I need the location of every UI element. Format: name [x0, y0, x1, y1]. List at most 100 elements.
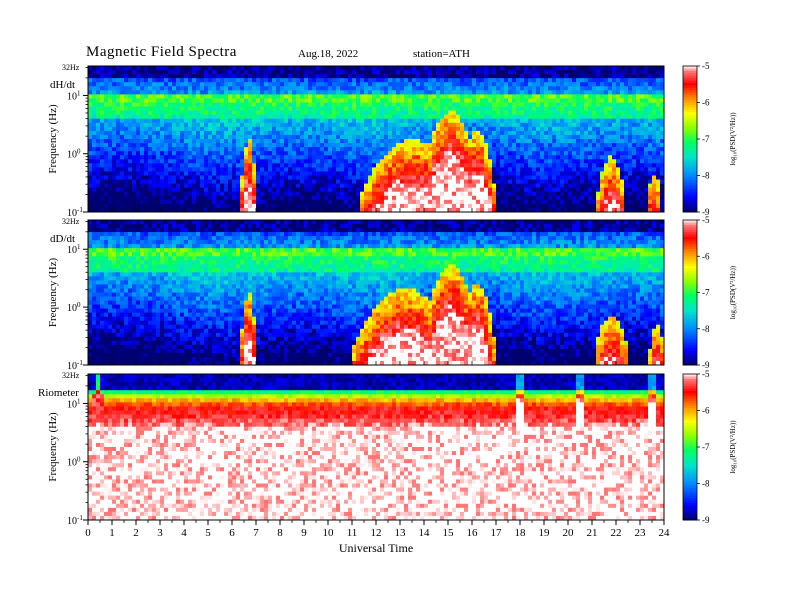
heatmap-cell — [508, 98, 513, 103]
heatmap-cell — [484, 114, 489, 120]
heatmap-cell — [256, 106, 261, 112]
heatmap-cell — [136, 191, 141, 197]
heatmap-cell — [264, 151, 269, 156]
heatmap-cell — [316, 179, 321, 185]
heatmap-cell — [368, 66, 373, 71]
heatmap-cell — [212, 191, 217, 197]
heatmap-cell — [368, 114, 373, 120]
heatmap-cell — [576, 175, 581, 180]
heatmap-cell — [596, 66, 601, 71]
heatmap-cell — [572, 98, 577, 103]
heatmap-cell — [580, 86, 585, 91]
heatmap-cell — [268, 203, 273, 209]
heatmap-cell — [256, 195, 261, 201]
heatmap-cell — [348, 90, 353, 95]
heatmap-cell — [344, 179, 349, 185]
heatmap-cell — [504, 183, 509, 189]
heatmap-cell — [544, 126, 549, 132]
heatmap-cell — [492, 90, 497, 95]
heatmap-cell — [176, 114, 181, 120]
heatmap-cell — [588, 155, 593, 160]
heatmap-cell — [228, 143, 233, 148]
heatmap-cell — [472, 82, 477, 87]
heatmap-cell — [124, 155, 129, 160]
heatmap-cell — [628, 114, 633, 120]
heatmap-cell — [196, 175, 201, 180]
heatmap-cell — [556, 110, 561, 116]
heatmap-cell — [316, 195, 321, 201]
heatmap-cell — [436, 78, 441, 83]
heatmap-cell — [352, 171, 357, 176]
heatmap-cell — [636, 74, 641, 79]
heatmap-cell — [560, 94, 565, 99]
heatmap-cell — [512, 134, 517, 140]
heatmap-cell — [268, 183, 273, 189]
heatmap-cell — [480, 167, 485, 172]
heatmap-cell — [616, 183, 621, 189]
heatmap-cell — [252, 155, 257, 160]
heatmap-cell — [324, 179, 329, 185]
heatmap-cell — [560, 139, 565, 144]
heatmap-cell — [456, 171, 461, 176]
heatmap-cell — [372, 167, 377, 172]
heatmap-cell — [216, 90, 221, 95]
heatmap-cell — [332, 203, 337, 209]
heatmap-cell — [472, 167, 477, 172]
heatmap-cell — [460, 102, 465, 107]
heatmap-cell — [100, 70, 105, 75]
heatmap-cell — [148, 175, 153, 180]
heatmap-cell — [620, 147, 625, 152]
heatmap-cell — [364, 126, 369, 132]
heatmap-cell — [576, 114, 581, 120]
heatmap-cell — [252, 139, 257, 144]
heatmap-cell — [496, 175, 501, 180]
heatmap-cell — [248, 126, 253, 132]
heatmap-cell — [420, 102, 425, 107]
heatmap-cell — [208, 183, 213, 189]
heatmap-cell — [364, 70, 369, 75]
heatmap-cell — [308, 143, 313, 148]
heatmap-cell — [392, 106, 397, 112]
heatmap-cell — [376, 195, 381, 201]
heatmap-cell — [556, 147, 561, 152]
heatmap-cell — [160, 130, 165, 136]
heatmap-cell — [276, 86, 281, 91]
heatmap-cell — [124, 203, 129, 209]
heatmap-cell — [632, 143, 637, 148]
heatmap-cell — [352, 167, 357, 172]
heatmap-cell — [604, 106, 609, 112]
heatmap-cell — [252, 122, 257, 128]
heatmap-cell — [456, 191, 461, 197]
heatmap-cell — [156, 171, 161, 176]
heatmap-cell — [452, 155, 457, 160]
heatmap-cell — [464, 86, 469, 91]
heatmap-cell — [236, 90, 241, 95]
heatmap-cell — [436, 126, 441, 132]
heatmap-cell — [532, 122, 537, 128]
heatmap-cell — [236, 66, 241, 71]
heatmap-cell — [144, 118, 149, 124]
heatmap-cell — [540, 163, 545, 168]
heatmap-cell — [632, 134, 637, 140]
heatmap-cell — [192, 191, 197, 197]
heatmap-cell — [596, 159, 601, 164]
heatmap-cell — [412, 179, 417, 185]
heatmap-cell — [288, 171, 293, 176]
heatmap-cell — [456, 175, 461, 180]
heatmap-cell — [292, 98, 297, 103]
heatmap-cell — [196, 126, 201, 132]
heatmap-cell — [188, 66, 193, 71]
heatmap-cell — [312, 126, 317, 132]
heatmap-cell — [388, 74, 393, 79]
heatmap-cell — [516, 191, 521, 197]
heatmap-cell — [344, 167, 349, 172]
heatmap-cell — [236, 187, 241, 193]
heatmap-cell — [328, 118, 333, 124]
heatmap-cell — [280, 130, 285, 136]
heatmap-cell — [568, 183, 573, 189]
heatmap-cell — [636, 171, 641, 176]
heatmap-cell — [580, 179, 585, 185]
heatmap-cell — [632, 106, 637, 112]
heatmap-cell — [120, 102, 125, 107]
heatmap-cell — [604, 155, 609, 160]
